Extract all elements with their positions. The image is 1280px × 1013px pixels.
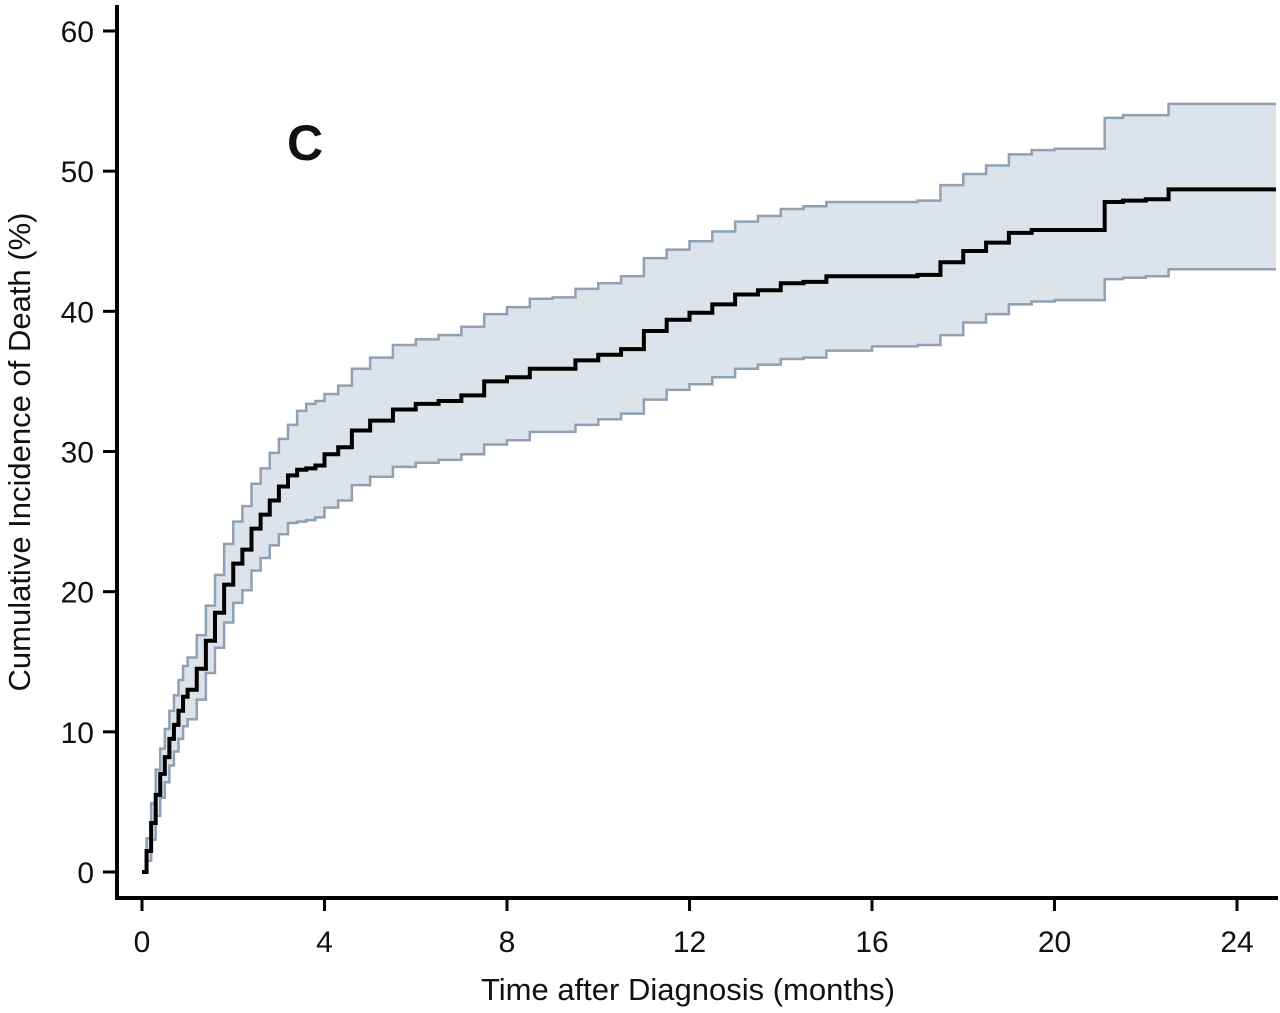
y-tick-label: 30 xyxy=(61,437,94,470)
y-tick-label: 10 xyxy=(61,717,94,750)
ticks-layer: 0 10 20 30 40 50 60 0 4 8 12 16 20 24 xyxy=(61,16,1254,959)
panel-label: C xyxy=(287,115,323,171)
x-tick-label: 20 xyxy=(1038,926,1071,959)
ci-lower-line xyxy=(142,268,1276,874)
ci-upper-line xyxy=(142,102,1276,874)
y-tick-label: 60 xyxy=(61,16,94,49)
y-tick-label: 20 xyxy=(61,577,94,610)
x-axis-label: Time after Diagnosis (months) xyxy=(481,972,895,1007)
confidence-band-layer xyxy=(142,102,1276,874)
x-tick-label: 16 xyxy=(855,926,888,959)
x-tick-label: 0 xyxy=(134,926,151,959)
x-tick-label: 8 xyxy=(499,926,516,959)
estimate-line-layer xyxy=(142,187,1276,874)
confidence-band xyxy=(142,103,1276,873)
x-tick-label: 12 xyxy=(673,926,706,959)
y-tick-label: 50 xyxy=(61,156,94,189)
x-tick-label: 4 xyxy=(316,926,333,959)
y-tick-label: 0 xyxy=(77,857,94,890)
estimate-line xyxy=(142,187,1276,874)
x-tick-label: 24 xyxy=(1220,926,1253,959)
y-axis-label: Cumulative Incidence of Death (%) xyxy=(2,212,37,691)
y-tick-label: 40 xyxy=(61,296,94,329)
